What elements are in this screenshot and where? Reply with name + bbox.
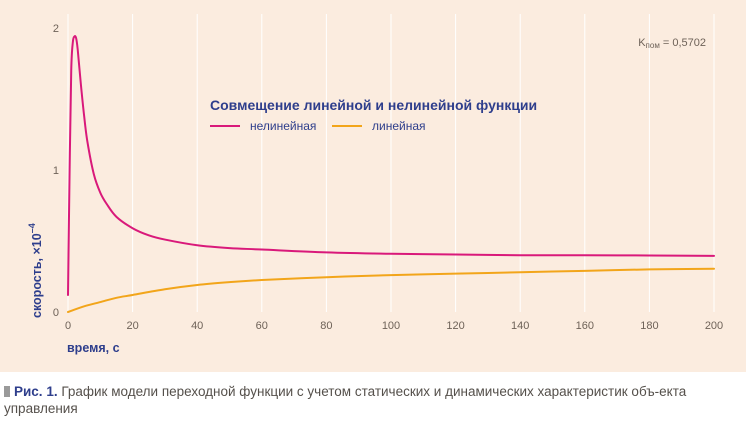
y-tick-label: 0 — [53, 307, 59, 319]
x-tick-label: 100 — [382, 320, 400, 332]
kpom-annotation: Kпом = 0,5702 — [638, 37, 706, 50]
figure-caption: Рис. 1. График модели переходной функции… — [4, 383, 742, 417]
y-tick-label: 1 — [53, 165, 59, 177]
caption-label: Рис. 1. — [14, 384, 58, 399]
legend-label-linear: линейная — [372, 119, 426, 133]
x-tick-label: 40 — [191, 320, 203, 332]
x-tick-label: 200 — [705, 320, 723, 332]
legend-label-nonlinear: нелинейная — [250, 119, 316, 133]
y-tick-label: 2 — [53, 23, 59, 35]
series-line-nonlinear — [67, 35, 715, 296]
x-axis-title: время, с — [67, 341, 120, 355]
caption-text: График модели переходной функции с учето… — [4, 384, 687, 416]
x-tick-label: 180 — [640, 320, 658, 332]
x-tick-label: 20 — [126, 320, 138, 332]
x-tick-label: 160 — [576, 320, 594, 332]
x-tick-label: 60 — [256, 320, 268, 332]
x-tick-label: 140 — [511, 320, 529, 332]
chart-panel: 0 20 40 60 80 100 120 140 160 180 200 0 1 2 Kпом = 0,… — [0, 0, 746, 372]
chart-title: Совмещение линейной и нелинейной функции — [210, 97, 537, 113]
chart: 0 20 40 60 80 100 120 140 160 180 200 0 1 2 Kпом = 0,… — [27, 14, 723, 355]
x-tick-label: 120 — [446, 320, 464, 332]
tick-labels: 0 20 40 60 80 100 120 140 160 180 200 0 1 2 — [53, 23, 723, 332]
y-axis-title: скорость, ×10–4 — [27, 223, 44, 318]
series-layer — [67, 35, 715, 313]
caption-marker — [4, 386, 10, 397]
series-line-linear — [67, 267, 715, 313]
x-tick-label: 80 — [320, 320, 332, 332]
grid-layer — [67, 14, 715, 312]
x-tick-label: 0 — [65, 320, 71, 332]
